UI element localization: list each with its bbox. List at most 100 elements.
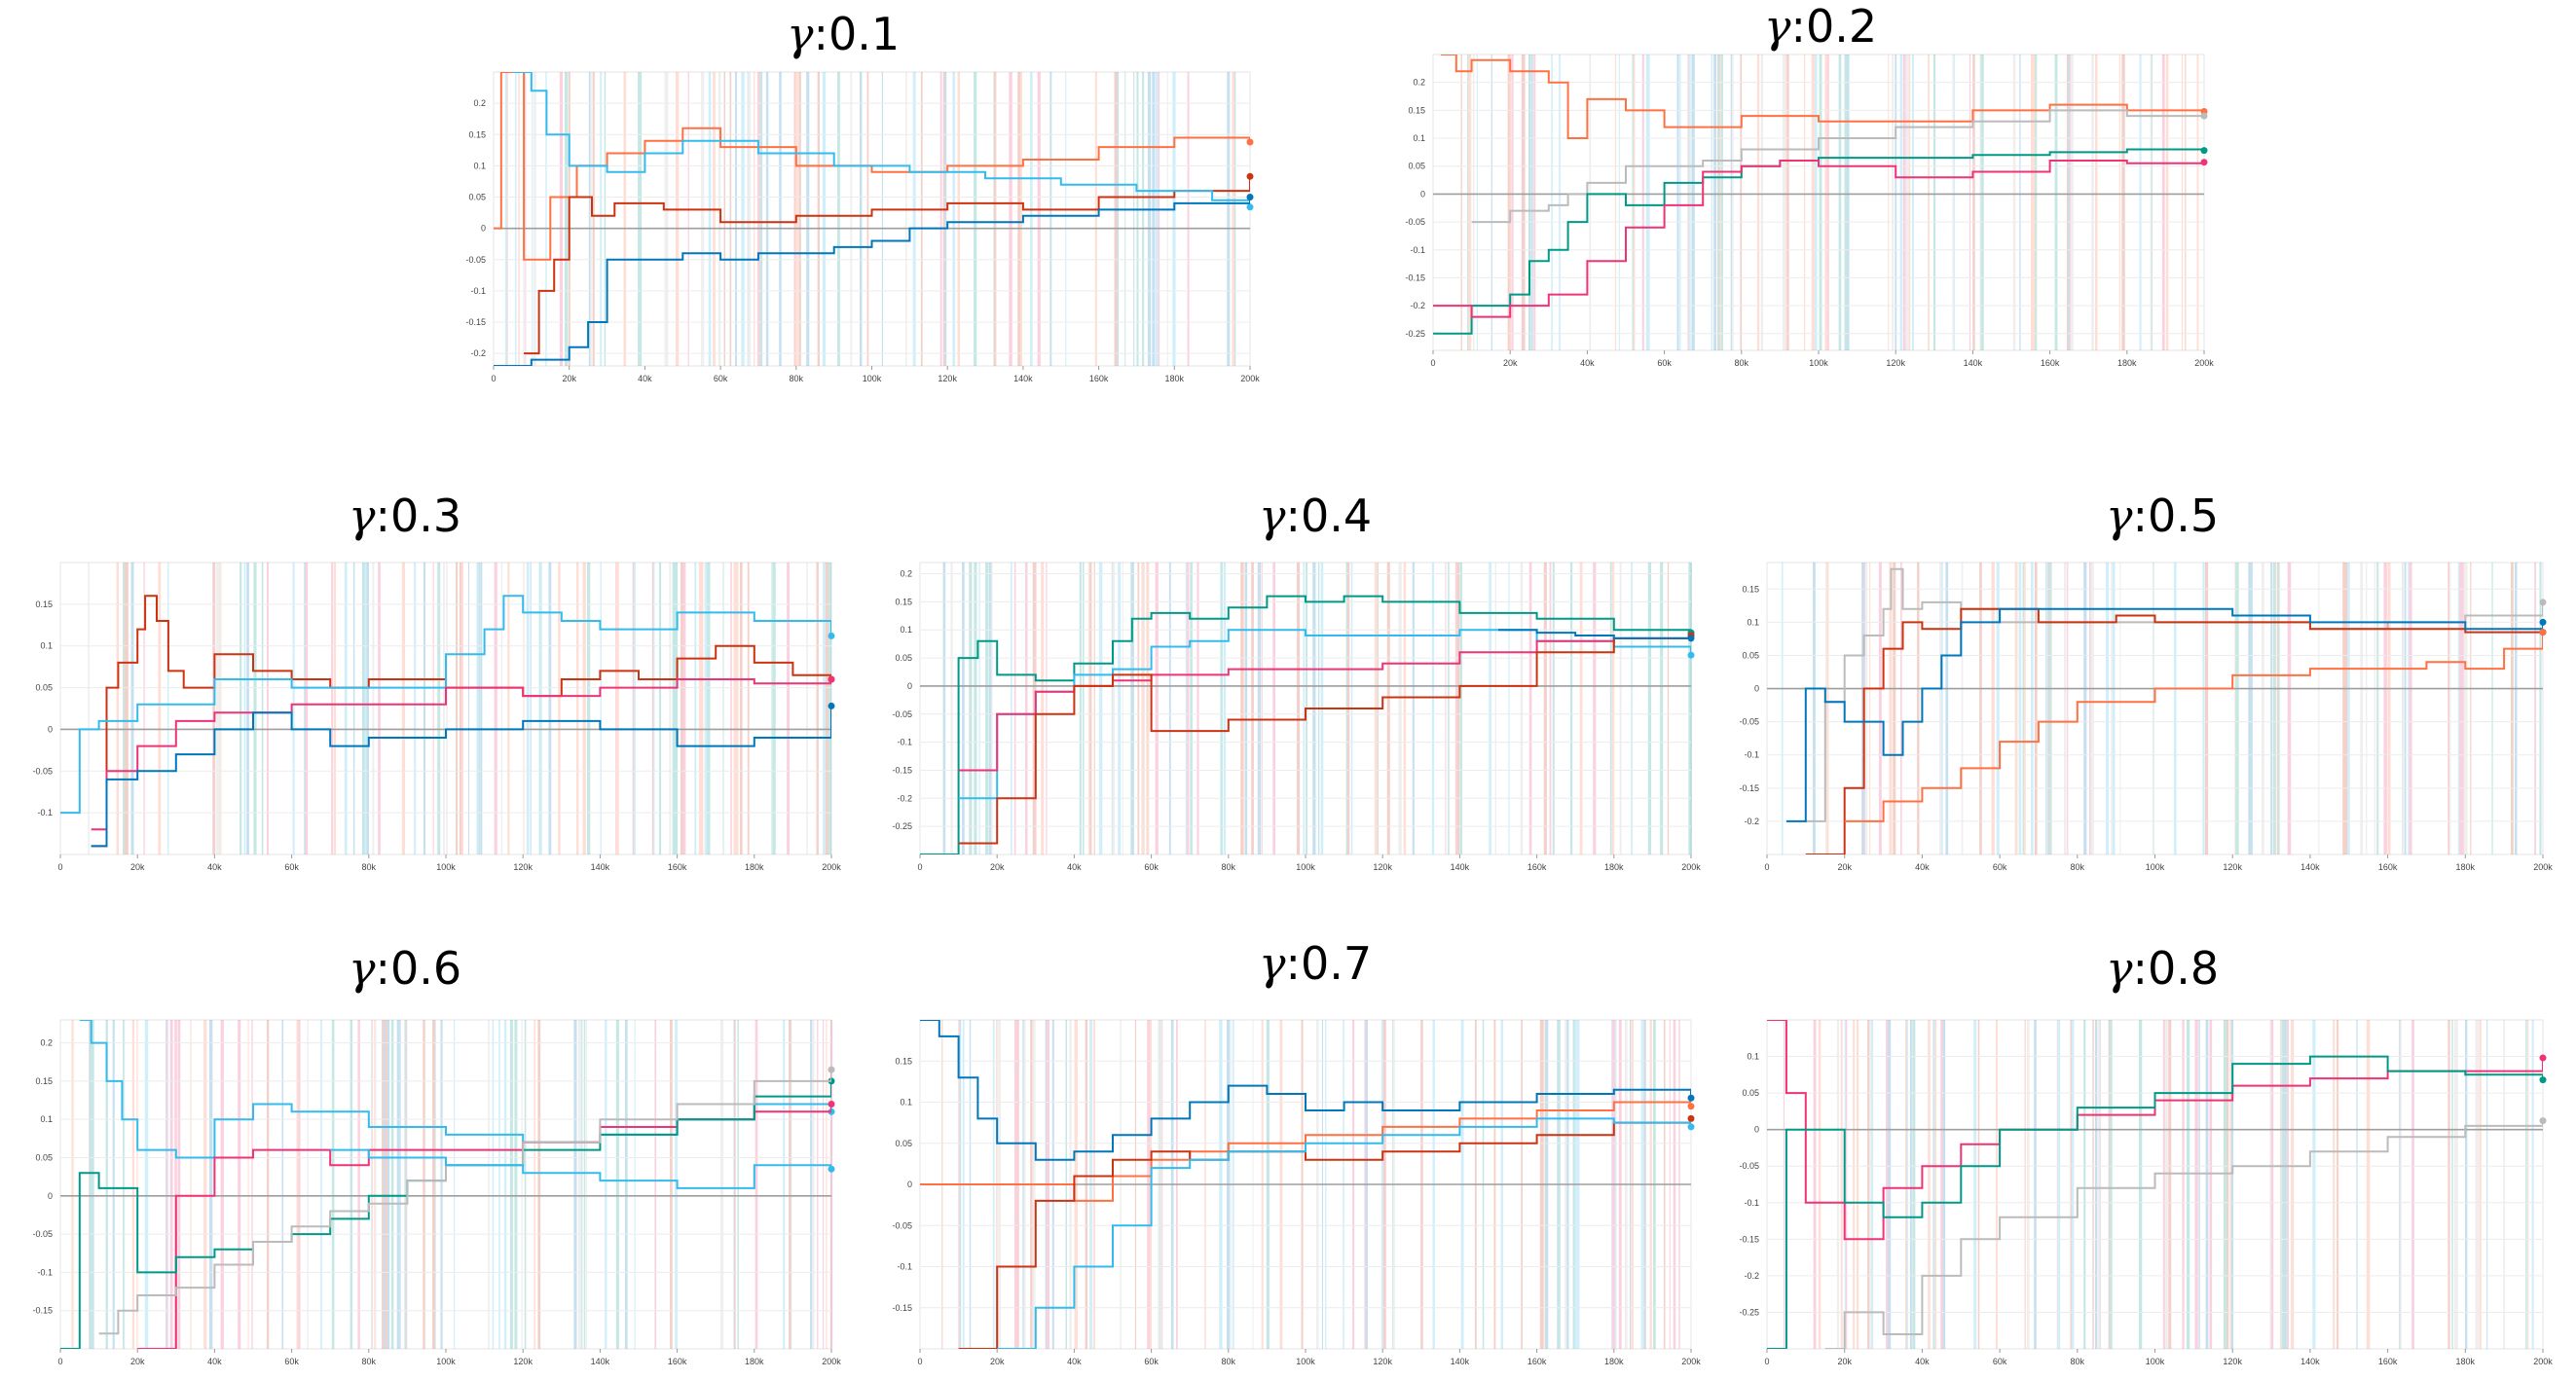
x-tick-label: 0	[491, 374, 496, 383]
x-tick-label: 140k	[1013, 374, 1033, 383]
x-tick-label: 80k	[2071, 1357, 2085, 1366]
y-tick-label: -0.2	[1744, 1271, 1759, 1281]
series-end-point	[1246, 172, 1254, 180]
x-tick-label: 140k	[2300, 862, 2320, 872]
plot-area	[59, 562, 832, 855]
y-tick-label: -0.15	[892, 1303, 912, 1313]
x-tick-label: 120k	[938, 374, 957, 383]
y-tick-label: 0	[1420, 189, 1425, 199]
x-tick-label: 160k	[1527, 1357, 1547, 1366]
x-tick-label: 100k	[863, 374, 882, 383]
y-tick-label: 0.05	[35, 683, 53, 693]
y-tick-label: -0.15	[892, 765, 912, 775]
chart-title: γ:0.1	[787, 8, 900, 60]
line-chart: 0.15 0.1 0.05 0 -0.05 -0.1 -0.15 0 20k 40k 60k 80k 1…	[892, 1019, 1701, 1366]
series-end-point	[1246, 138, 1254, 146]
series-end-point	[828, 702, 835, 709]
chart-title-symbol: γ	[1764, 0, 1791, 53]
y-tick-label: -0.1	[470, 286, 486, 296]
y-tick-label: 0.05	[468, 193, 486, 202]
series-end-point	[1687, 651, 1695, 659]
chart-title-value: :0.8	[2132, 942, 2220, 995]
background-bands	[504, 72, 1236, 366]
x-tick-label: 60k	[1657, 358, 1672, 368]
x-tick-label: 180k	[1604, 1357, 1624, 1366]
y-tick-label: -0.2	[1410, 301, 1425, 310]
y-tick-label: 0.1	[900, 625, 912, 635]
x-tick-label: 120k	[1373, 1357, 1392, 1366]
x-tick-label: 160k	[2041, 358, 2060, 368]
x-tick-label: 160k	[668, 1357, 687, 1366]
y-tick-label: 0.15	[468, 129, 486, 139]
y-tick-label: 0.05	[35, 1152, 53, 1162]
background-bands	[1781, 563, 2542, 854]
y-tick-label: 0.15	[1742, 584, 1759, 594]
background-bands	[1783, 1020, 2534, 1349]
series-end-point	[2200, 159, 2208, 166]
x-tick-label: 140k	[591, 862, 610, 872]
x-tick-label: 80k	[1222, 862, 1236, 872]
series-line-blue	[1498, 629, 1691, 639]
series-end-point	[828, 1100, 835, 1108]
series-line-grey	[1805, 567, 2543, 822]
y-tick-label: -0.1	[1744, 1198, 1759, 1208]
x-tick-label: 120k	[1373, 862, 1392, 872]
series-end-point	[2539, 1117, 2547, 1125]
series-end-point	[828, 1165, 835, 1173]
x-tick-label: 100k	[2146, 862, 2165, 872]
x-tick-label: 20k	[130, 1357, 145, 1366]
x-tick-label: 180k	[1604, 862, 1624, 872]
y-tick-label: -0.1	[897, 1262, 912, 1272]
series-line-orange	[1844, 632, 2543, 822]
series-end-point	[828, 675, 835, 683]
series-end-point	[2200, 112, 2208, 120]
y-tick-label: 0	[1754, 1125, 1759, 1135]
x-tick-label: 120k	[2223, 1357, 2242, 1366]
y-tick-label: 0.05	[895, 1139, 912, 1148]
chart-title: γ:0.4	[1259, 490, 1372, 542]
series-line-cyan	[60, 595, 831, 815]
x-tick-label: 180k	[1165, 374, 1185, 383]
x-tick-label: 180k	[2456, 862, 2476, 872]
series-end-point	[2539, 618, 2547, 626]
y-tick-label: 0.15	[895, 1056, 912, 1066]
chart-title-value: :0.7	[1285, 937, 1373, 990]
y-tick-label: -0.2	[1744, 817, 1759, 826]
chart-title-symbol: γ	[1259, 490, 1286, 542]
series-end-point	[1687, 1123, 1695, 1131]
y-tick-label: 0	[907, 1180, 912, 1189]
series-end-point	[1687, 1103, 1695, 1110]
series-line-grey	[1471, 109, 2204, 224]
y-tick-label: 0	[481, 224, 486, 234]
x-tick-label: 160k	[2378, 862, 2398, 872]
series-end-point	[1687, 1094, 1695, 1102]
y-tick-label: -0.05	[32, 1229, 53, 1239]
x-tick-label: 40k	[1915, 1357, 1930, 1366]
series-line-orange	[494, 72, 1250, 261]
x-tick-label: 60k	[1144, 862, 1159, 872]
x-tick-label: 0	[917, 862, 922, 872]
line-chart: 0.15 0.1 0.05 0 -0.05 -0.1 -0.15 -0.2 0 20k 40k 60k…	[1739, 562, 2553, 872]
y-tick-label: 0.15	[35, 1076, 53, 1086]
y-tick-label: 0.2	[40, 1038, 53, 1048]
y-tick-label: 0.1	[1413, 133, 1425, 143]
y-tick-label: -0.25	[892, 821, 912, 831]
chart-title: γ:0.3	[349, 490, 461, 542]
y-tick-label: -0.1	[37, 1267, 53, 1277]
y-tick-label: -0.15	[32, 1306, 53, 1316]
x-tick-label: 140k	[591, 1357, 610, 1366]
y-tick-label: 0.1	[40, 641, 53, 651]
y-tick-label: 0.05	[1408, 162, 1425, 171]
x-tick-label: 180k	[2456, 1357, 2476, 1366]
series-end-point	[1687, 1114, 1695, 1122]
y-tick-label: 0.2	[1413, 78, 1425, 88]
series-line-magenta	[91, 678, 831, 831]
y-tick-label: 0.1	[40, 1114, 53, 1124]
y-tick-label: 0.1	[1747, 1052, 1759, 1062]
series-end-point	[1687, 635, 1695, 642]
y-tick-label: -0.05	[1405, 217, 1425, 227]
y-tick-label: -0.05	[465, 255, 486, 265]
chart-title-symbol: γ	[1259, 937, 1286, 990]
x-tick-label: 200k	[2533, 862, 2553, 872]
x-tick-label: 60k	[1993, 1357, 2007, 1366]
